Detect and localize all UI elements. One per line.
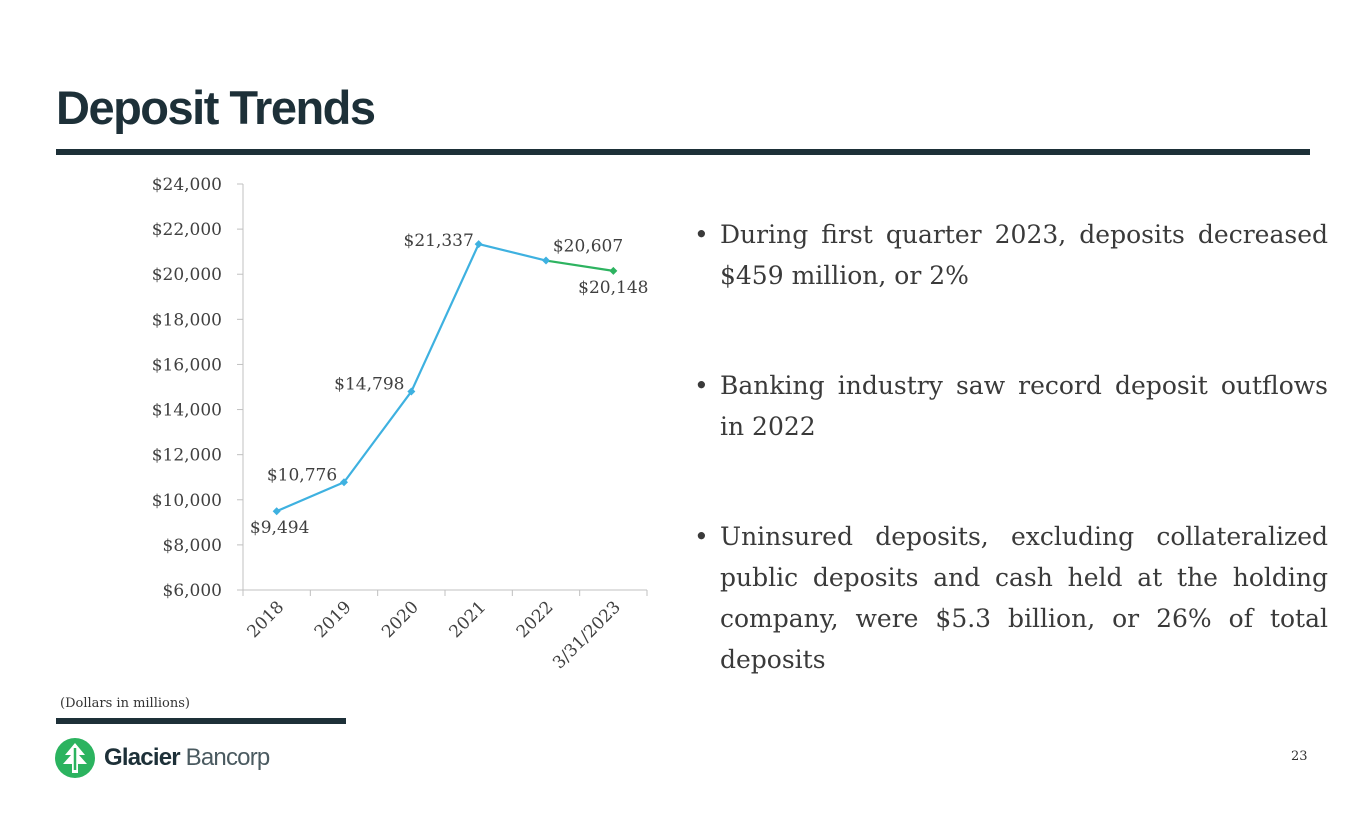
y-axis-ticks: $6,000 $8,000 $10,000 $12,000 $14,000 $16,000… [152,175,243,601]
page-title: Deposit Trends [56,81,376,134]
bullet-list: During first quarter 2023, deposits decr… [690,214,1328,749]
logo-word-glacier: Glacier [104,744,181,771]
page-number: 23 [1291,749,1308,764]
y-tick-label: $16,000 [152,355,222,375]
data-point-marker [542,256,550,265]
data-point-marker [407,387,416,396]
data-labels: $9,494 $10,776 $14,798 $21,337 $20,607 $20,14… [250,231,649,538]
logo-wordmark: Glacier Bancorp [104,744,271,772]
data-value-label: $9,494 [250,518,309,538]
bullet-item: Uninsured deposits, excluding collateral… [690,516,1328,680]
footer-divider [56,718,346,724]
y-tick-label: $18,000 [152,310,222,330]
data-series [272,240,618,516]
units-footnote: (Dollars in millions) [60,696,190,711]
glacier-mountain-icon [55,738,95,778]
data-value-label: $20,607 [553,237,623,257]
data-point-marker [609,266,618,275]
y-tick-label: $24,000 [152,175,222,195]
x-tick-label: 2020 [378,597,423,642]
data-point-marker [474,240,483,249]
y-tick-label: $12,000 [152,446,222,466]
bullet-item: During first quarter 2023, deposits decr… [690,214,1328,296]
y-tick-label: $22,000 [152,220,222,240]
x-tick-label: 3/31/2023 [549,597,625,673]
data-value-label: $21,337 [404,231,474,251]
x-tick-label: 2019 [311,597,356,642]
deposit-line-chart: $6,000 $8,000 $10,000 $12,000 $14,000 $16,000… [152,175,649,673]
logo-word-bancorp: Bancorp [185,744,271,771]
x-tick-label: 2022 [513,597,558,642]
y-tick-label: $20,000 [152,265,222,285]
data-point-marker [340,478,348,487]
data-point-marker [272,507,281,516]
bullet-item: Banking industry saw record deposit outf… [690,365,1328,447]
y-tick-label: $8,000 [163,536,222,556]
x-tick-label: 2018 [243,597,288,642]
title-divider [56,149,1310,155]
x-tick-label: 2021 [445,597,490,642]
data-value-label: $10,776 [267,465,337,485]
data-value-label: $20,148 [578,278,648,298]
y-tick-label: $10,000 [152,491,222,511]
y-tick-label: $6,000 [163,581,222,601]
quarter-deposits-line [545,259,614,272]
data-value-label: $14,798 [334,375,404,395]
company-logo: Glacier Bancorp [54,737,271,779]
y-tick-label: $14,000 [152,401,222,421]
